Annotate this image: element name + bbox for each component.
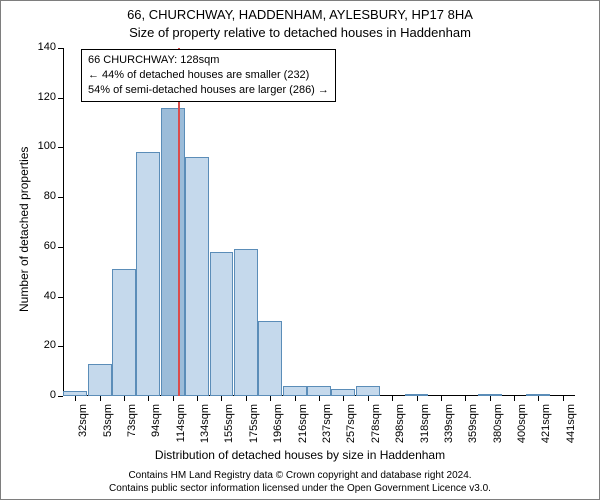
chart-title-line2: Size of property relative to detached ho… bbox=[1, 25, 599, 40]
footer-line1: Contains HM Land Registry data © Crown c… bbox=[1, 469, 599, 482]
x-tick-label: 196sqm bbox=[272, 404, 284, 454]
x-tick bbox=[538, 396, 539, 401]
x-tick-label: 175sqm bbox=[248, 404, 260, 454]
annotation-line3: 54% of semi-detached houses are larger (… bbox=[88, 83, 329, 98]
y-tick bbox=[58, 98, 63, 99]
y-tick bbox=[58, 247, 63, 248]
y-tick-label: 0 bbox=[28, 389, 56, 401]
footer-line2: Contains public sector information licen… bbox=[1, 482, 599, 495]
x-tick-label: 359sqm bbox=[467, 404, 479, 454]
y-axis-label: Number of detached properties bbox=[17, 147, 31, 312]
histogram-bar bbox=[185, 157, 209, 396]
footer-attribution: Contains HM Land Registry data © Crown c… bbox=[1, 469, 599, 495]
x-tick bbox=[221, 396, 222, 401]
x-tick-label: 441sqm bbox=[565, 404, 577, 454]
y-tick-label: 120 bbox=[28, 91, 56, 103]
x-tick bbox=[368, 396, 369, 401]
x-tick bbox=[343, 396, 344, 401]
histogram-bar bbox=[112, 269, 136, 396]
chart-container: 66, CHURCHWAY, HADDENHAM, AYLESBURY, HP1… bbox=[0, 0, 600, 500]
y-tick-label: 60 bbox=[28, 240, 56, 252]
x-tick bbox=[514, 396, 515, 401]
y-tick-label: 40 bbox=[28, 290, 56, 302]
x-tick bbox=[417, 396, 418, 401]
x-tick-label: 339sqm bbox=[443, 404, 455, 454]
histogram-bar bbox=[88, 364, 112, 396]
x-tick-label: 73sqm bbox=[126, 404, 138, 454]
x-tick bbox=[490, 396, 491, 401]
y-tick-label: 100 bbox=[28, 140, 56, 152]
y-tick bbox=[58, 346, 63, 347]
x-tick bbox=[246, 396, 247, 401]
y-tick bbox=[58, 48, 63, 49]
x-tick bbox=[319, 396, 320, 401]
y-tick bbox=[58, 297, 63, 298]
histogram-bar bbox=[331, 389, 355, 396]
x-tick bbox=[197, 396, 198, 401]
histogram-bar bbox=[234, 249, 258, 396]
y-tick-label: 20 bbox=[28, 339, 56, 351]
x-tick-label: 32sqm bbox=[77, 404, 89, 454]
x-tick-label: 114sqm bbox=[175, 404, 187, 454]
x-tick bbox=[270, 396, 271, 401]
x-tick bbox=[441, 396, 442, 401]
x-tick-label: 94sqm bbox=[150, 404, 162, 454]
y-axis-line bbox=[63, 48, 64, 396]
x-tick-label: 216sqm bbox=[297, 404, 309, 454]
x-tick-label: 400sqm bbox=[516, 404, 528, 454]
histogram-bar bbox=[283, 386, 307, 396]
x-tick bbox=[465, 396, 466, 401]
x-tick-label: 421sqm bbox=[540, 404, 552, 454]
x-tick-label: 237sqm bbox=[321, 404, 333, 454]
x-tick bbox=[392, 396, 393, 401]
y-tick-label: 80 bbox=[28, 190, 56, 202]
histogram-bar bbox=[210, 252, 234, 396]
y-tick bbox=[58, 147, 63, 148]
y-tick bbox=[58, 197, 63, 198]
x-tick-label: 53sqm bbox=[102, 404, 114, 454]
x-tick-label: 155sqm bbox=[223, 404, 235, 454]
x-tick-label: 298sqm bbox=[394, 404, 406, 454]
y-tick bbox=[58, 396, 63, 397]
x-tick bbox=[75, 396, 76, 401]
histogram-bar bbox=[136, 152, 160, 396]
x-tick bbox=[124, 396, 125, 401]
chart-title-line1: 66, CHURCHWAY, HADDENHAM, AYLESBURY, HP1… bbox=[1, 7, 599, 22]
histogram-bar bbox=[258, 321, 282, 396]
y-tick-label: 140 bbox=[28, 41, 56, 53]
x-tick-label: 257sqm bbox=[345, 404, 357, 454]
annotation-line2: ← 44% of detached houses are smaller (23… bbox=[88, 68, 329, 83]
x-axis-label: Distribution of detached houses by size … bbox=[1, 448, 599, 462]
x-tick-label: 318sqm bbox=[419, 404, 431, 454]
annotation-box: 66 CHURCHWAY: 128sqm ← 44% of detached h… bbox=[81, 49, 336, 102]
annotation-line1: 66 CHURCHWAY: 128sqm bbox=[88, 53, 329, 68]
x-tick bbox=[563, 396, 564, 401]
histogram-bar bbox=[161, 108, 185, 396]
x-tick bbox=[148, 396, 149, 401]
x-tick-label: 134sqm bbox=[199, 404, 211, 454]
histogram-bar bbox=[356, 386, 380, 396]
x-tick-label: 380sqm bbox=[492, 404, 504, 454]
x-tick bbox=[173, 396, 174, 401]
x-tick-label: 278sqm bbox=[370, 404, 382, 454]
histogram-bar bbox=[307, 386, 331, 396]
x-tick bbox=[295, 396, 296, 401]
x-tick bbox=[100, 396, 101, 401]
